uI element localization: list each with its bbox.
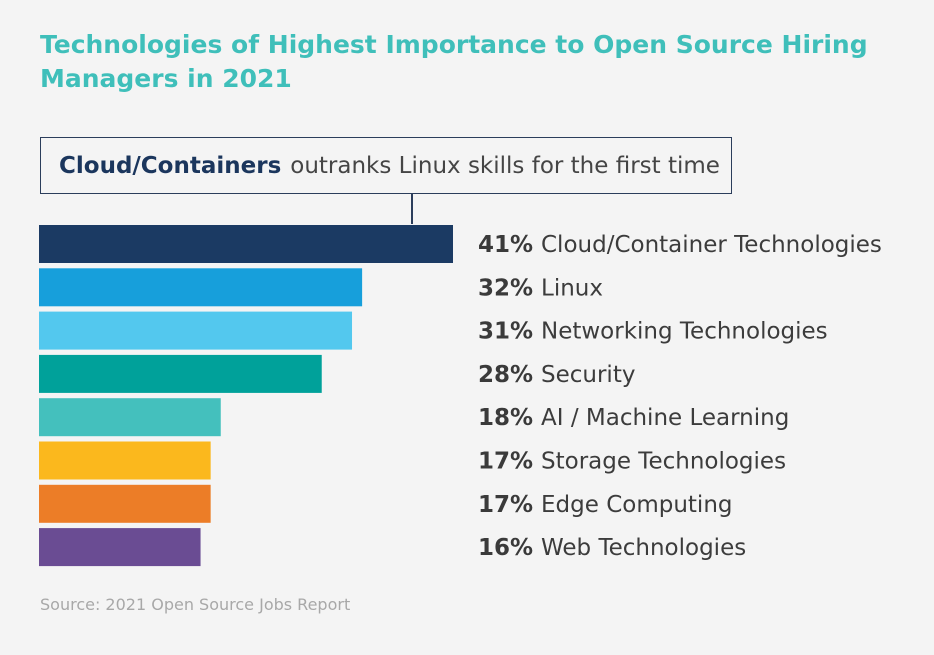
value-label-security: 28% (478, 362, 533, 388)
category-label-linux: Linux (541, 275, 603, 301)
value-label-ai-machine-learning: 18% (478, 405, 533, 431)
callout-highlight: Cloud/Containers (59, 152, 282, 179)
bar-linux (39, 268, 363, 307)
value-label-edge-computing: 17% (478, 492, 533, 518)
value-label-web-technologies: 16% (478, 535, 533, 561)
bar-edge-computing (39, 484, 211, 523)
category-label-security: Security (541, 362, 635, 388)
category-label-storage-technologies: Storage Technologies (541, 449, 786, 475)
bar-networking-technologies (39, 311, 353, 350)
category-label-ai-machine-learning: AI / Machine Learning (541, 405, 789, 431)
source-note: Source: 2021 Open Source Jobs Report (40, 595, 351, 614)
category-label-edge-computing: Edge Computing (541, 492, 733, 518)
bar-web-technologies (39, 528, 201, 567)
value-label-cloud-container-technologies: 41% (478, 232, 533, 258)
category-label-networking-technologies: Networking Technologies (541, 319, 828, 345)
callout-box: Cloud/Containers outranks Linux skills f… (40, 137, 732, 194)
value-label-networking-technologies: 31% (478, 319, 533, 345)
bar-storage-technologies (39, 441, 211, 480)
category-label-web-technologies: Web Technologies (541, 535, 746, 561)
value-label-linux: 32% (478, 275, 533, 301)
callout-connector-line (411, 194, 413, 224)
bar-cloud-container-technologies (39, 225, 453, 263)
bar-security (39, 354, 322, 393)
bar-ai-machine-learning (39, 398, 221, 437)
category-label-cloud-container-technologies: Cloud/Container Technologies (541, 232, 882, 258)
chart-title: Technologies of Highest Importance to Op… (40, 30, 868, 93)
callout-text: outranks Linux skills for the first time (290, 152, 720, 179)
value-label-storage-technologies: 17% (478, 449, 533, 475)
